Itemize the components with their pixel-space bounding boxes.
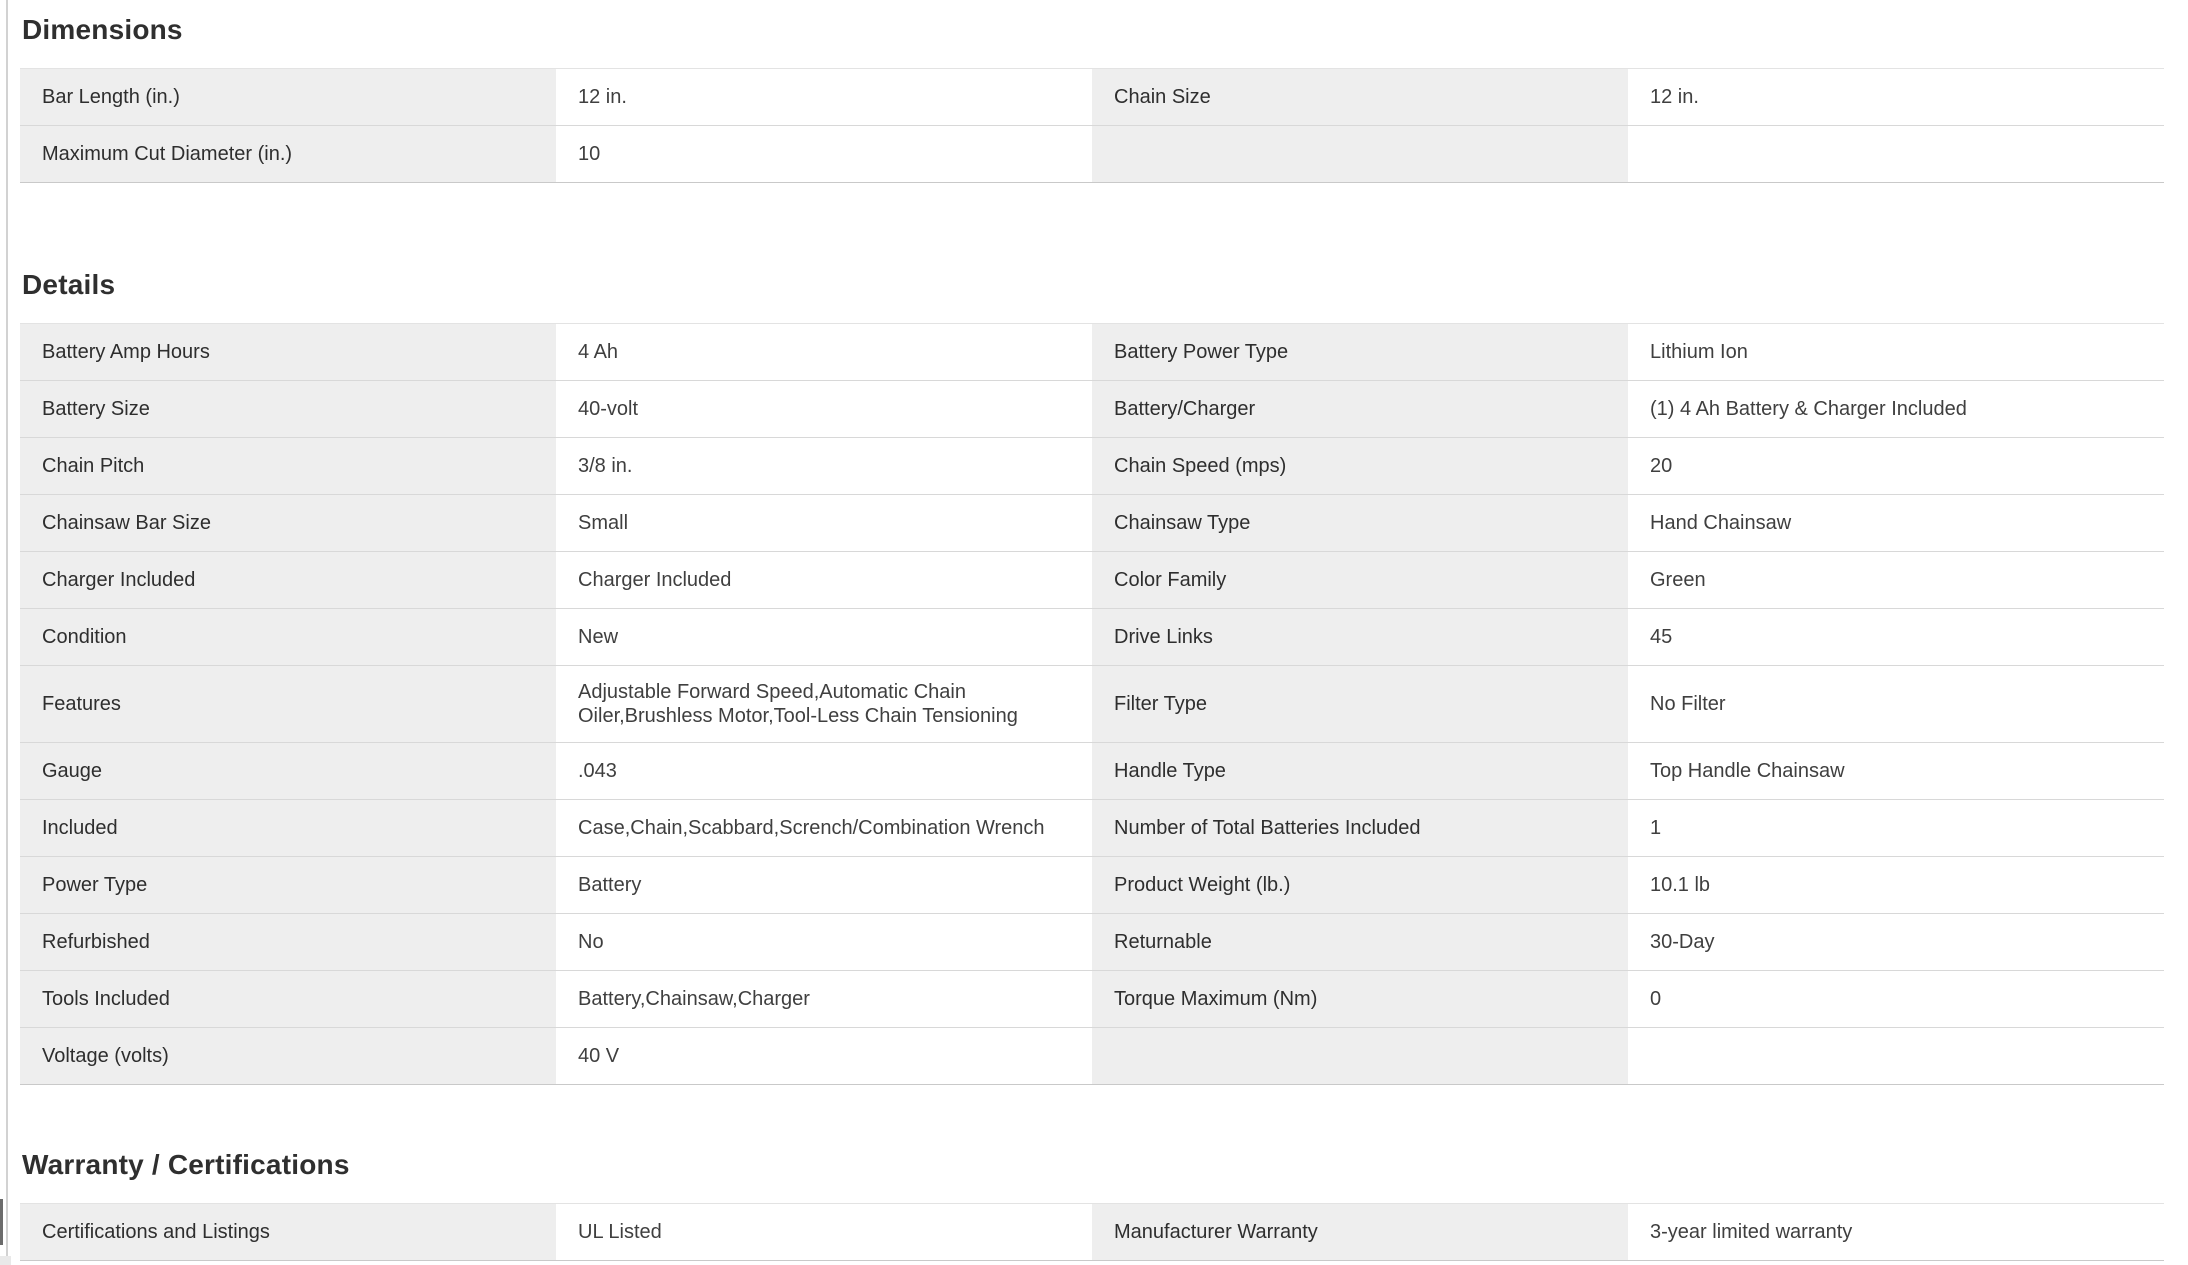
spec-label-cell-bar-length-in: Bar Length (in.) <box>20 68 556 126</box>
spec-value-cell: 12 in. <box>1628 68 2164 126</box>
spec-label-cell-handle-type: Handle Type <box>1092 742 1628 800</box>
spec-label-cell-number-of-total-batteries-included: Number of Total Batteries Included <box>1092 799 1628 857</box>
spec-table: Certifications and Listings UL Listed Manu… <box>20 1203 2164 1261</box>
spec-label-cell-empty <box>1092 1027 1628 1085</box>
spec-label-cell-battery-amp-hours: Battery Amp Hours <box>20 323 556 381</box>
spec-value-cell: Case,Chain,Scabbard,Scrench/Combination … <box>556 799 1092 857</box>
spec-value-cell: (1) 4 Ah Battery & Charger Included <box>1628 380 2164 438</box>
spec-section-dimensions: Dimensions Bar Length (in.) 12 in. Chain Si… <box>20 14 2164 183</box>
spec-label-cell-condition: Condition <box>20 608 556 666</box>
spec-value-cell: Battery,Chainsaw,Charger <box>556 970 1092 1028</box>
spec-row: Tools Included Battery,Chainsaw,Charger To… <box>20 970 2164 1028</box>
spec-value-cell <box>1628 1027 2164 1085</box>
spec-value-cell: Lithium Ion <box>1628 323 2164 381</box>
spec-row: Certifications and Listings UL Listed Manu… <box>20 1203 2164 1261</box>
spec-value-cell: 45 <box>1628 608 2164 666</box>
spec-value-cell: UL Listed <box>556 1203 1092 1261</box>
spec-label-cell-battery-power-type: Battery Power Type <box>1092 323 1628 381</box>
spec-value-cell: Battery <box>556 856 1092 914</box>
spec-row: Refurbished No Returnable 30-Day <box>20 913 2164 971</box>
spec-label-cell-included: Included <box>20 799 556 857</box>
scrollbar-thumb-artifact[interactable] <box>0 1199 3 1245</box>
spec-value-cell: 40-volt <box>556 380 1092 438</box>
spec-label-cell-color-family: Color Family <box>1092 551 1628 609</box>
spec-table-body: Certifications and Listings UL Listed Manu… <box>20 1203 2164 1261</box>
spec-value-cell: Hand Chainsaw <box>1628 494 2164 552</box>
spec-value-cell: 4 Ah <box>556 323 1092 381</box>
spec-label-cell-product-weight-lb: Product Weight (lb.) <box>1092 856 1628 914</box>
spec-value-cell: Small <box>556 494 1092 552</box>
spec-table: Bar Length (in.) 12 in. Chain Size 12 in. Ma… <box>20 68 2164 183</box>
spec-row: Included Case,Chain,Scabbard,Scrench/Comb… <box>20 799 2164 857</box>
scrollbar-corner-artifact <box>0 1256 11 1265</box>
spec-label-cell-tools-included: Tools Included <box>20 970 556 1028</box>
spec-label-cell-chain-size: Chain Size <box>1092 68 1628 126</box>
spec-row: Battery Amp Hours 4 Ah Battery Power Type L… <box>20 323 2164 381</box>
spec-label-cell-gauge: Gauge <box>20 742 556 800</box>
spec-row: Power Type Battery Product Weight (lb.) 10.… <box>20 856 2164 914</box>
spec-row: Voltage (volts) 40 V <box>20 1027 2164 1085</box>
spec-label-cell-torque-maximum-nm: Torque Maximum (Nm) <box>1092 970 1628 1028</box>
spec-label-cell-maximum-cut-diameter-in: Maximum Cut Diameter (in.) <box>20 125 556 183</box>
spec-value-cell: Green <box>1628 551 2164 609</box>
viewport-left-edge-line <box>6 0 8 1265</box>
spec-row: Condition New Drive Links 45 <box>20 608 2164 666</box>
spec-row: Features Adjustable Forward Speed,Automat… <box>20 665 2164 743</box>
spec-value-cell: 10 <box>556 125 1092 183</box>
spec-label-cell-certifications-and-listings: Certifications and Listings <box>20 1203 556 1261</box>
spec-row: Chainsaw Bar Size Small Chainsaw Type Hand … <box>20 494 2164 552</box>
spec-value-cell: Top Handle Chainsaw <box>1628 742 2164 800</box>
spec-value-cell: No <box>556 913 1092 971</box>
spec-section-details: Details Battery Amp Hours 4 Ah Battery Powe… <box>20 269 2164 1085</box>
spec-value-cell: .043 <box>556 742 1092 800</box>
spec-value-cell: 30-Day <box>1628 913 2164 971</box>
spec-table-body: Bar Length (in.) 12 in. Chain Size 12 in. Ma… <box>20 68 2164 183</box>
spec-value-cell: 1 <box>1628 799 2164 857</box>
spec-value-cell: 40 V <box>556 1027 1092 1085</box>
spec-table: Battery Amp Hours 4 Ah Battery Power Type L… <box>20 323 2164 1085</box>
spec-value-cell: 12 in. <box>556 68 1092 126</box>
spec-label-cell-empty <box>1092 125 1628 183</box>
spec-value-cell: 3-year limited warranty <box>1628 1203 2164 1261</box>
spec-sections: Dimensions Bar Length (in.) 12 in. Chain Si… <box>20 14 2164 1261</box>
spec-row: Charger Included Charger Included Color Fa… <box>20 551 2164 609</box>
spec-row: Chain Pitch 3/8 in. Chain Speed (mps) 20 <box>20 437 2164 495</box>
spec-label-cell-manufacturer-warranty: Manufacturer Warranty <box>1092 1203 1628 1261</box>
spec-label-cell-chain-speed-mps: Chain Speed (mps) <box>1092 437 1628 495</box>
spec-label-cell-battery-charger: Battery/Charger <box>1092 380 1628 438</box>
spec-label-cell-features: Features <box>20 665 556 743</box>
spec-label-cell-chainsaw-bar-size: Chainsaw Bar Size <box>20 494 556 552</box>
spec-label-cell-charger-included: Charger Included <box>20 551 556 609</box>
section-title: Details <box>22 269 116 300</box>
spec-value-cell: No Filter <box>1628 665 2164 743</box>
spec-section-warranty-certifications: Warranty / Certifications Certifications … <box>20 1149 2164 1261</box>
spec-label-cell-power-type: Power Type <box>20 856 556 914</box>
spec-value-cell: 20 <box>1628 437 2164 495</box>
spec-value-cell: 10.1 lb <box>1628 856 2164 914</box>
spec-value-cell: Adjustable Forward Speed,Automatic Chain… <box>556 665 1092 743</box>
spec-label-cell-voltage-volts: Voltage (volts) <box>20 1027 556 1085</box>
spec-label-cell-refurbished: Refurbished <box>20 913 556 971</box>
spec-label-cell-chainsaw-type: Chainsaw Type <box>1092 494 1628 552</box>
spec-value-cell: Charger Included <box>556 551 1092 609</box>
section-title: Warranty / Certifications <box>22 1149 350 1180</box>
spec-label-cell-chain-pitch: Chain Pitch <box>20 437 556 495</box>
spec-row: Bar Length (in.) 12 in. Chain Size 12 in. <box>20 68 2164 126</box>
spec-label-cell-drive-links: Drive Links <box>1092 608 1628 666</box>
spec-table-body: Battery Amp Hours 4 Ah Battery Power Type L… <box>20 323 2164 1085</box>
spec-label-cell-filter-type: Filter Type <box>1092 665 1628 743</box>
spec-row: Gauge .043 Handle Type Top Handle Chainsaw <box>20 742 2164 800</box>
spec-value-cell <box>1628 125 2164 183</box>
spec-label-cell-battery-size: Battery Size <box>20 380 556 438</box>
spec-value-cell: 3/8 in. <box>556 437 1092 495</box>
section-title: Dimensions <box>22 14 183 45</box>
spec-row: Maximum Cut Diameter (in.) 10 <box>20 125 2164 183</box>
spec-value-cell: New <box>556 608 1092 666</box>
spec-value-cell: 0 <box>1628 970 2164 1028</box>
spec-row: Battery Size 40-volt Battery/Charger (1) 4 … <box>20 380 2164 438</box>
spec-label-cell-returnable: Returnable <box>1092 913 1628 971</box>
